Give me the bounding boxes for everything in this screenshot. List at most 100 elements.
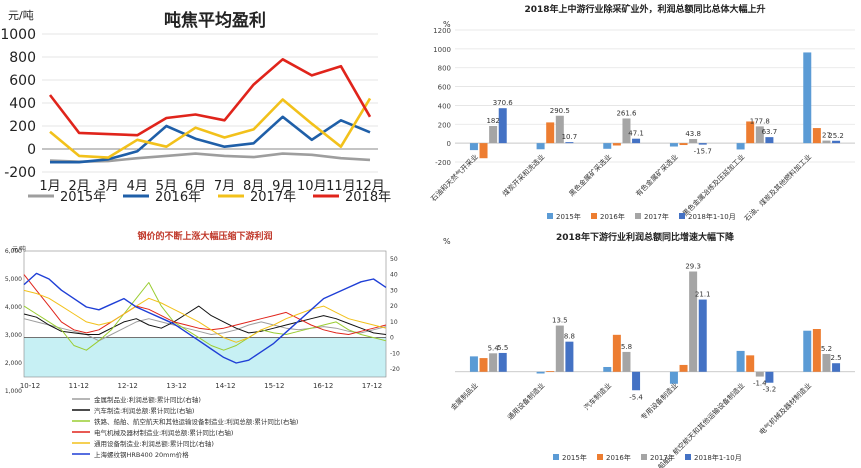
y-axis-left-unit: 元/吨 — [12, 245, 26, 253]
series-line-3 — [48, 58, 372, 137]
bar — [565, 341, 574, 372]
bar — [565, 142, 574, 144]
data-label: 63.7 — [762, 128, 778, 136]
data-label: 2.5 — [830, 354, 841, 362]
x-tick-label: 5月 — [156, 179, 177, 194]
x-tick-label: 9月 — [272, 179, 293, 194]
data-label: 177.8 — [750, 117, 770, 125]
bar — [755, 126, 764, 144]
legend-swatch — [553, 454, 559, 460]
y-tick-label: 400 — [438, 102, 451, 110]
bar — [546, 371, 555, 372]
data-label: 13.5 — [552, 317, 568, 325]
legend-label: 汽车制造:利润总额:累计同比(右轴) — [94, 406, 194, 415]
x-tick-label: 通用设备制造业 — [505, 381, 546, 422]
bar — [765, 371, 774, 383]
chart-title: 钢价的不断上涨大幅压缩下游利润 — [137, 230, 272, 242]
data-label: 5.4 — [488, 344, 500, 352]
y-tick-label: -200 — [4, 165, 36, 181]
series-line-4 — [23, 289, 387, 343]
y-tick-label: 0 — [447, 140, 451, 148]
x-tick-label: 煤炭开采和洗选业 — [500, 152, 546, 198]
bar — [832, 363, 841, 372]
legend-label: 金属制品业:利润总额:累计同比(右轴) — [94, 395, 201, 404]
bar — [765, 137, 774, 144]
legend-label: 2018年 — [345, 190, 391, 205]
upstream-profit-svg: 2018年上中游行业除采矿业外，利润总额同比总体大幅上升 % 1200 1000 8… — [429, 3, 855, 223]
data-label: 261.6 — [616, 109, 637, 117]
data-label: 25.2 — [828, 132, 844, 140]
data-label: -15.7 — [694, 148, 712, 156]
upstream-profit-chart: 2018年上中游行业除采矿业外，利润总额同比总体大幅上升 % 1200 1000 8… — [415, 0, 861, 225]
x-tick-label: 11-12 — [69, 382, 89, 390]
bar — [479, 143, 488, 159]
legend: 2015年 2016年 2017年 2018年1-10月 — [547, 212, 736, 221]
data-label: 182 — [486, 117, 499, 125]
grid: 1200 1000 800 600 400 200 0 -200 — [433, 27, 855, 167]
plot-area — [23, 250, 387, 378]
data-label: 5.8 — [621, 343, 632, 351]
data-label: 5.2 — [821, 345, 832, 353]
data-label: 10.7 — [562, 133, 578, 141]
y-tick-label-right: 0 — [390, 335, 394, 342]
bar — [812, 128, 821, 144]
bar — [612, 143, 621, 146]
steel-price-chart: 钢价的不断上涨大幅压缩下游利润 元/吨 6,000 5,000 4,000 3,000… — [0, 225, 410, 468]
data-label: 5.5 — [497, 344, 508, 352]
bars — [455, 271, 855, 391]
y-tick-label-right: 30 — [390, 287, 398, 294]
x-tick-label: 1月 — [39, 179, 60, 194]
legend-label: 铁路、船舶、航空航天和其他运输设备制造业:利润总额:累计同比(右轴) — [94, 417, 298, 426]
legend-label: 2018年1-10月 — [688, 212, 736, 221]
y-axis-unit: % — [443, 237, 451, 246]
bar — [812, 329, 821, 372]
legend-swatch — [547, 213, 553, 219]
data-label: -1.4 — [753, 380, 767, 388]
y-tick-label-left: 6,000 — [5, 248, 22, 255]
data-labels: 5.45.5 13.5 8.8 5.8 -5.4 29.3 21.1 -1.4-3.2 5.22… — [488, 263, 842, 402]
bar — [603, 143, 612, 149]
bar — [603, 366, 612, 372]
coke-profit-svg: 吨焦平均盈利 元/吨 1000 800 600 400 200 0 -200 1月 2月 3月 4… — [0, 9, 391, 205]
bar — [632, 371, 641, 391]
steel-price-svg: 钢价的不断上涨大幅压缩下游利润 元/吨 6,000 5,000 4,000 3,000… — [5, 230, 400, 459]
bar — [832, 140, 841, 144]
bars — [455, 52, 855, 159]
series-line-3 — [23, 274, 387, 335]
data-label: 370.6 — [493, 99, 514, 107]
legend-label: 2016年 — [606, 453, 631, 462]
bar — [479, 358, 488, 372]
x-tick-label: 15-12 — [264, 382, 284, 390]
bar — [822, 353, 831, 372]
bar — [736, 143, 745, 150]
legend: 金属制品业:利润总额:累计同比(右轴) 汽车制造:利润总额:累计同比(右轴) 铁路、… — [72, 395, 298, 459]
legend-label: 2017年 — [650, 453, 675, 462]
bar — [555, 115, 564, 144]
bar — [679, 143, 688, 146]
bar — [536, 371, 545, 374]
y-ticks-right: 50 40 30 20 10 0 -10 -20 — [390, 256, 400, 373]
x-ticks: 1月 2月 3月 4月 5月 6月 7月 8月 9月 10月 11月 12月 — [39, 179, 384, 194]
bar — [622, 118, 631, 144]
x-tick-label: 12-12 — [118, 382, 138, 390]
x-tick-label: 13-12 — [166, 382, 186, 390]
x-tick-label: 7月 — [214, 179, 235, 194]
bar — [498, 352, 507, 372]
bar — [679, 364, 688, 372]
bar — [469, 356, 478, 372]
legend-label: 通用设备制造业:利润总额:累计同比(右轴) — [94, 439, 214, 448]
series-group — [48, 58, 372, 164]
data-label: -3.2 — [763, 386, 777, 394]
x-tick-label: 黑色金属矿采选业 — [567, 152, 613, 198]
y-tick-label-right: 40 — [390, 272, 398, 279]
bar — [536, 143, 545, 150]
bar — [803, 330, 812, 372]
legend-label: 电气机械及器材制造业:利润总额:累计同比(右轴) — [94, 428, 233, 437]
y-tick-label: 400 — [9, 96, 36, 112]
legend-label: 2015年 — [60, 190, 106, 205]
data-label: 290.5 — [550, 107, 570, 115]
legend-label: 2015年 — [562, 453, 587, 462]
bar — [689, 271, 698, 372]
legend-label: 2015年 — [556, 212, 581, 221]
x-tick-label: 金属制品业 — [449, 381, 480, 412]
